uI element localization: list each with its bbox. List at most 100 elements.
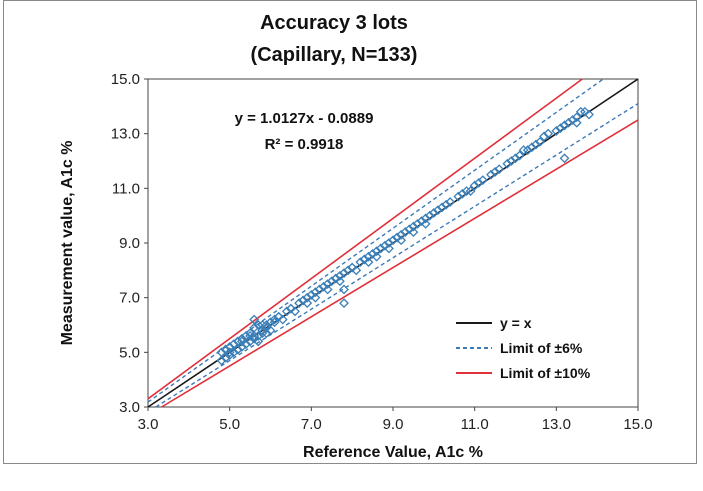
x-tick-label: 7.0 — [301, 416, 322, 433]
data-point — [298, 295, 309, 306]
data-point — [379, 240, 390, 251]
data-point — [584, 109, 594, 120]
data-point — [486, 169, 496, 180]
data-point — [477, 175, 488, 186]
data-point — [314, 284, 325, 295]
data-point — [408, 221, 419, 232]
data-point — [530, 139, 541, 150]
data-point — [506, 156, 517, 166]
data-point — [228, 347, 239, 358]
data-point — [236, 333, 247, 344]
data-point — [408, 227, 419, 237]
legend-label: Limit of ±10% — [500, 365, 591, 381]
legend-label: y = x — [500, 315, 532, 331]
data-point — [216, 347, 227, 358]
data-point — [375, 243, 386, 254]
data-point — [351, 265, 362, 276]
axis-ticks: 3.0 5.0 7.0 9.0 11.0 13.0 15.0 3.0 5.0 7.0 9.0 11.0… — [111, 71, 653, 433]
data-point — [306, 290, 317, 300]
data-point — [494, 164, 505, 175]
data-point — [383, 238, 394, 248]
x-tick-label: 3.0 — [138, 416, 159, 433]
data-point — [510, 153, 521, 164]
data-point — [441, 199, 452, 210]
data-point — [334, 276, 345, 287]
limit-10-line-upper — [147, 78, 583, 400]
data-point — [490, 167, 501, 177]
data-point — [281, 306, 292, 317]
y-tick-label: 9.0 — [119, 235, 140, 252]
data-point — [396, 235, 407, 246]
x-tick-label: 13.0 — [542, 416, 571, 433]
regression-equation: y = 1.0127x - 0.0889 — [235, 110, 374, 127]
data-point — [371, 246, 382, 257]
data-point — [220, 352, 231, 363]
data-point — [310, 292, 321, 303]
data-point — [347, 262, 358, 273]
data-point — [261, 320, 272, 330]
data-point — [245, 328, 256, 339]
data-point — [445, 197, 456, 207]
data-point — [363, 257, 374, 268]
data-point — [245, 336, 256, 347]
data-point — [224, 347, 235, 358]
data-point — [232, 344, 243, 355]
data-point — [404, 224, 415, 235]
x-tick-label: 11.0 — [461, 416, 489, 433]
data-point — [571, 112, 582, 123]
data-point — [559, 120, 570, 131]
data-point — [416, 216, 427, 227]
data-point — [428, 208, 439, 218]
data-point — [339, 284, 349, 295]
data-point — [535, 136, 545, 147]
data-point — [396, 229, 407, 240]
data-point — [269, 317, 280, 328]
data-point — [277, 314, 288, 325]
data-point — [261, 328, 272, 339]
data-point — [273, 311, 284, 322]
data-point — [465, 186, 476, 196]
data-point — [502, 158, 513, 169]
data-point — [359, 254, 370, 265]
data-point — [355, 257, 366, 268]
legend-label: Limit of ±6% — [500, 340, 583, 356]
data-point — [363, 251, 374, 262]
data-point — [371, 251, 382, 262]
data-point — [469, 180, 480, 191]
x-tick-label: 15.0 — [623, 416, 652, 433]
data-point — [236, 341, 247, 352]
data-point — [257, 328, 268, 339]
data-point — [310, 287, 321, 298]
data-point — [269, 314, 280, 325]
data-point — [522, 145, 533, 155]
data-point — [383, 243, 394, 254]
data-point — [265, 325, 276, 336]
data-point — [526, 142, 537, 153]
data-point — [514, 150, 525, 161]
data-point — [302, 292, 313, 303]
data-point — [473, 177, 484, 188]
y-tick-label: 5.0 — [119, 344, 140, 361]
limit-10-line-lower — [161, 119, 639, 408]
scatter-chart: Accuracy 3 lots (Capillary, N=133) 3.0 5.… — [59, 12, 653, 461]
data-point — [322, 284, 333, 295]
data-point — [339, 298, 349, 309]
y-tick-label: 3.0 — [119, 399, 140, 416]
data-point — [551, 126, 562, 136]
data-point — [461, 186, 472, 196]
limit-6-line-upper — [147, 78, 604, 403]
chart-frame: Accuracy 3 lots (Capillary, N=133) 3.0 5.… — [3, 0, 697, 464]
y-tick-label: 15.0 — [111, 71, 140, 88]
data-point — [555, 123, 566, 134]
limit-6-line-lower — [155, 103, 639, 408]
data-points — [216, 106, 594, 366]
y-axis-label: Measurement value, A1c % — [59, 141, 76, 346]
data-point — [253, 336, 264, 347]
data-point — [249, 331, 260, 341]
data-point — [228, 339, 239, 350]
data-point — [257, 325, 268, 336]
chart-subtitle: (Capillary, N=133) — [251, 44, 418, 66]
data-point — [575, 106, 586, 117]
data-point — [543, 128, 554, 139]
data-point — [453, 191, 464, 202]
